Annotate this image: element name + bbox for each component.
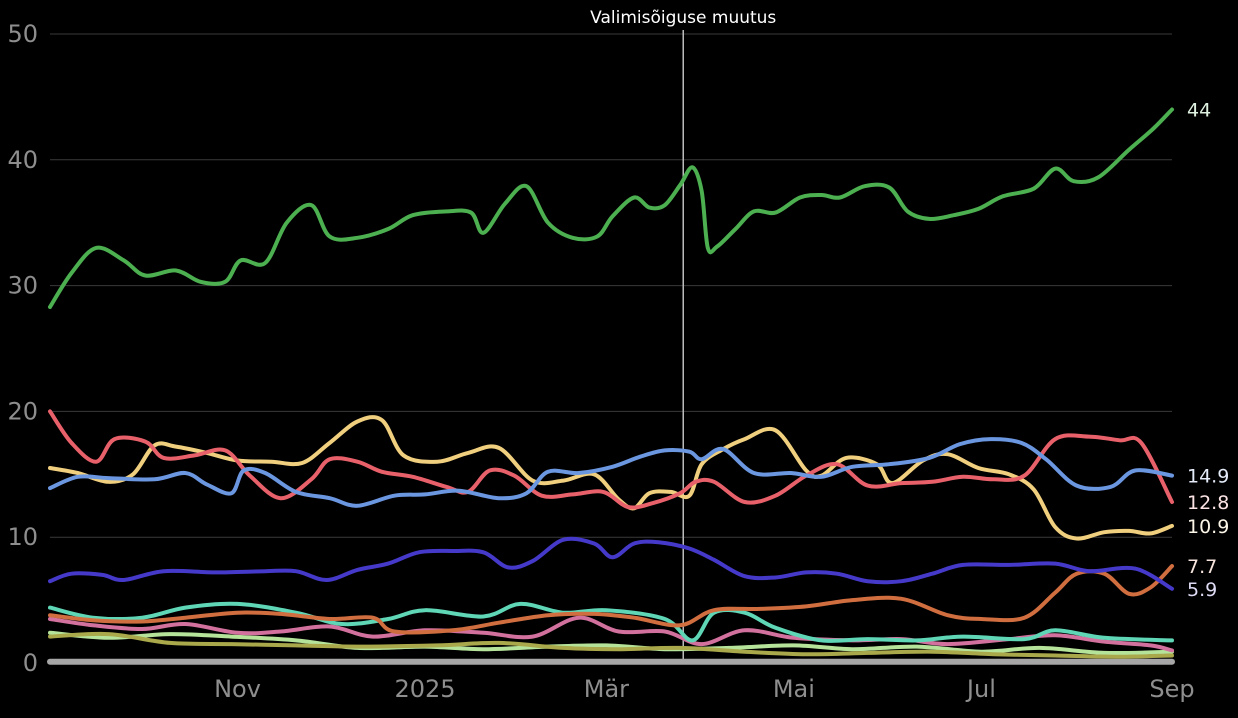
series-line-6 [48, 601, 1174, 643]
x-tick-label: 2025 [394, 675, 455, 703]
end-value-label: 14.9 [1187, 466, 1229, 488]
x-tick-label: Nov [214, 675, 261, 703]
end-value-label: 5.9 [1187, 579, 1217, 601]
series-line-2 [48, 409, 1174, 510]
x-axis-tick-labels: Nov 2025 Mär Mai Jul Sep [214, 675, 1195, 703]
series-line-3 [48, 415, 1174, 541]
y-tick-label: 30 [7, 272, 38, 300]
x-tick-label: Jul [965, 675, 996, 703]
y-tick-label: 10 [7, 523, 38, 551]
end-value-label: 10.9 [1187, 516, 1229, 538]
y-tick-label: 50 [7, 20, 38, 48]
series-line-0 [48, 107, 1174, 309]
series-line-1 [48, 437, 1174, 508]
end-value-label: 44 [1187, 99, 1211, 121]
series-line-9 [48, 630, 1174, 656]
series-line-5 [48, 564, 1174, 635]
series-line-4 [48, 536, 1174, 591]
event-label: Valimisõiguse muutus [590, 8, 776, 28]
end-value-labels: 44 14.9 12.810.9 7.75.9 [1185, 97, 1231, 602]
gridlines [50, 33, 1172, 664]
y-tick-label: 20 [7, 397, 38, 425]
x-tick-label: Sep [1149, 675, 1194, 703]
y-tick-label: 40 [7, 146, 38, 174]
end-value-label: 12.8 [1187, 492, 1229, 514]
y-tick-label: 0 [23, 649, 38, 677]
series-line-8 [48, 631, 1174, 659]
event-markers: Valimisõiguse muutus [590, 8, 776, 663]
end-value-label: 7.7 [1187, 556, 1217, 578]
x-tick-label: Mai [773, 675, 815, 703]
x-tick-label: Mär [584, 675, 629, 703]
y-axis-tick-labels: 0 10 20 30 40 50 [7, 20, 38, 677]
series-lines [47, 107, 1175, 665]
